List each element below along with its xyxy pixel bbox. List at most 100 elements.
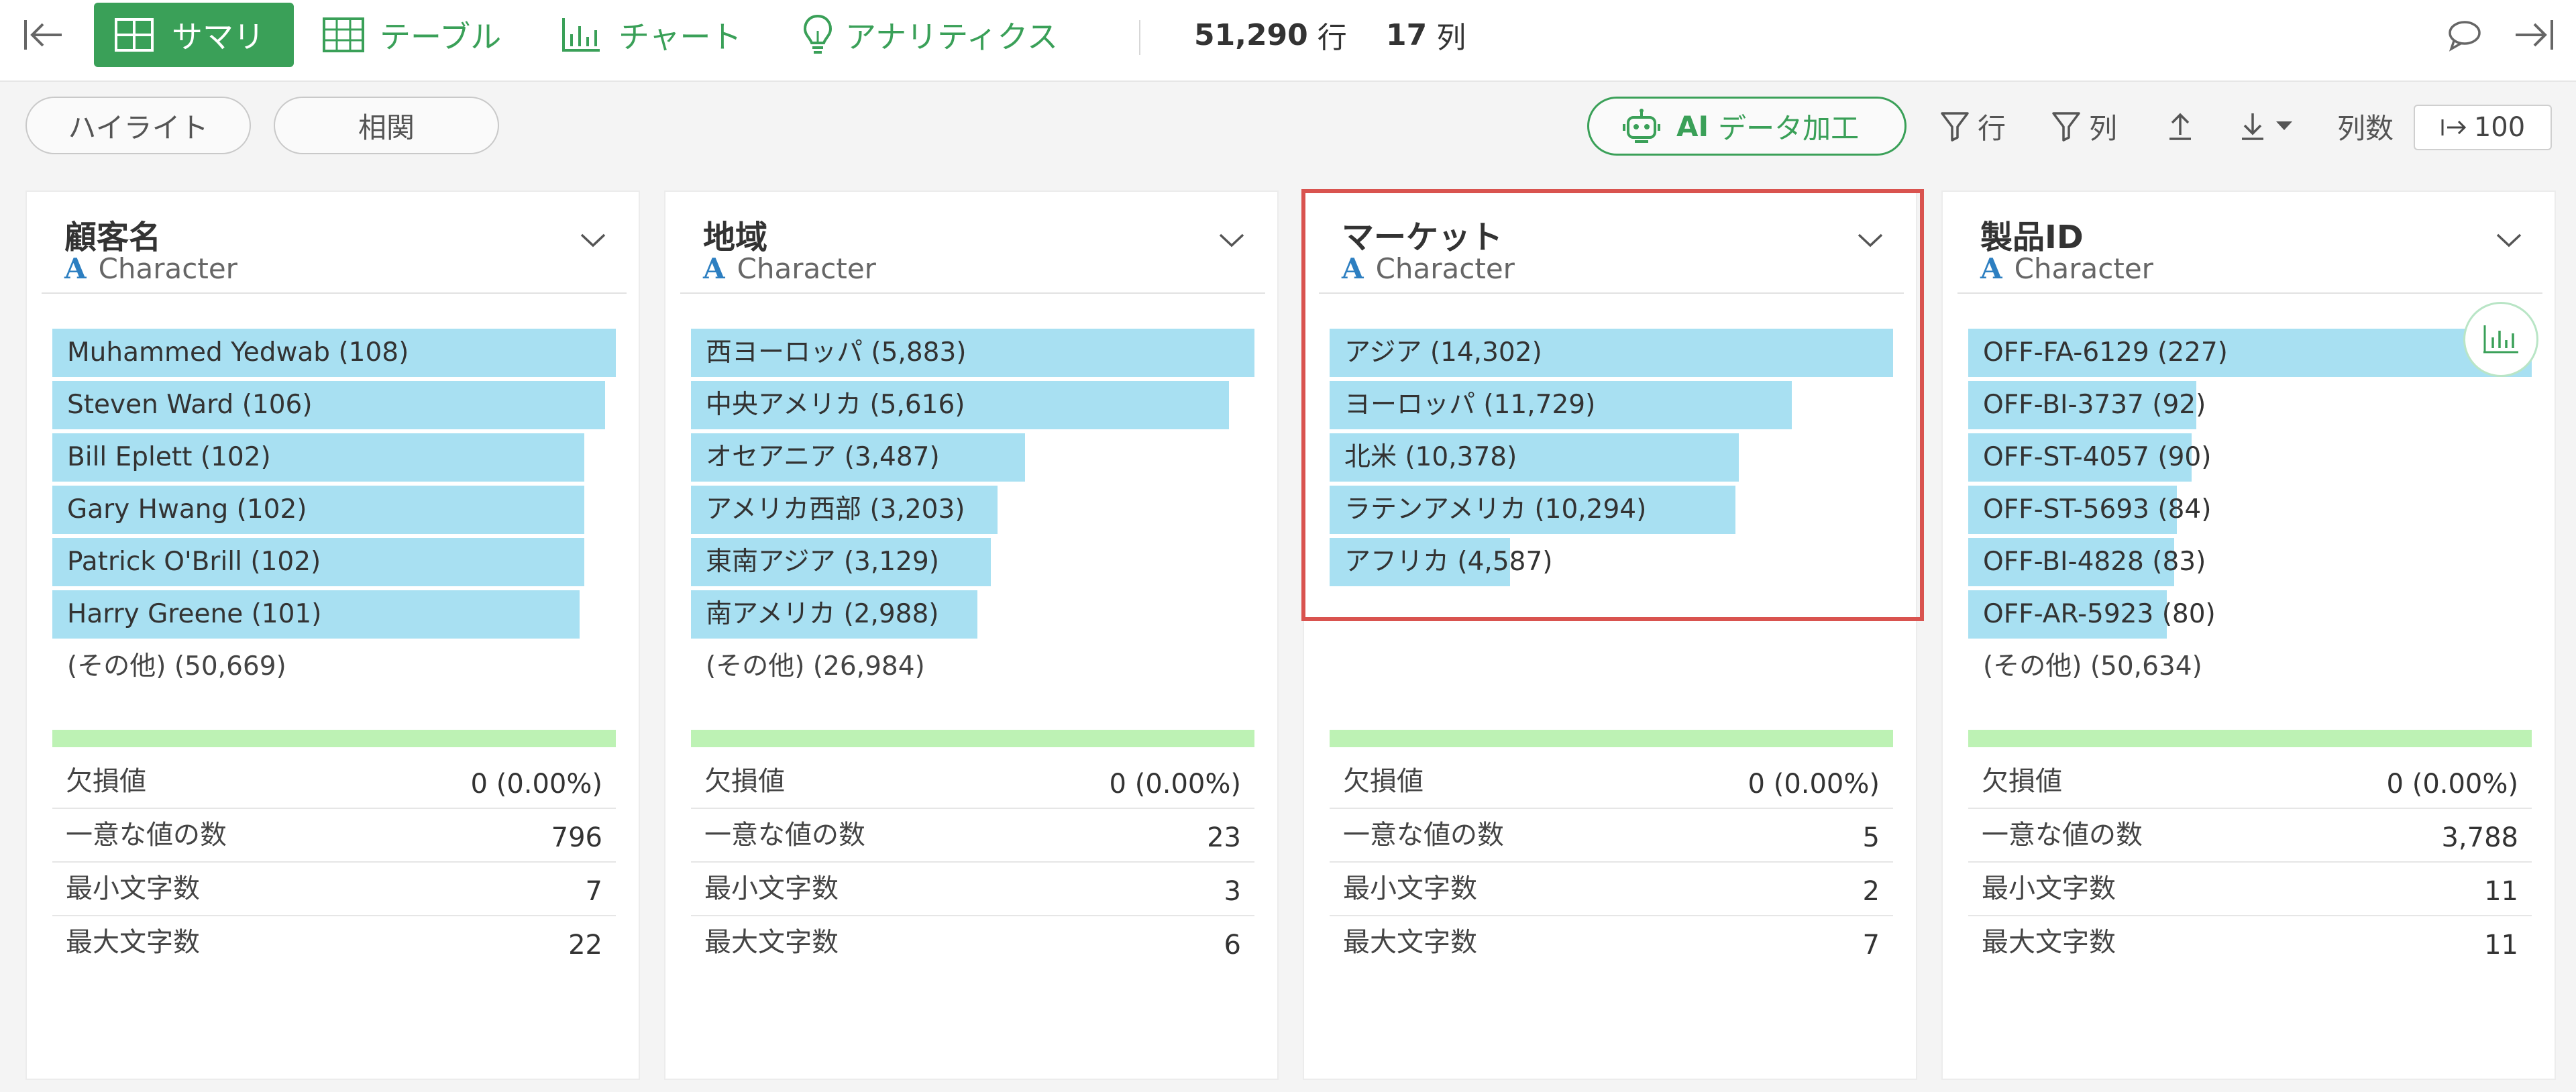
- frequency-bar-row[interactable]: Muhammed Yedwab (108): [52, 329, 616, 377]
- value-frequency-bars: 西ヨーロッパ (5,883) 中央アメリカ (5,616) オセアニア (3,487…: [691, 329, 1254, 691]
- row-count-unit: 行: [1317, 21, 1347, 55]
- chevron-down-icon[interactable]: [1218, 232, 1245, 251]
- stat-label: 一意な値の数: [1343, 820, 1504, 851]
- frequency-bar-label: Harry Greene (101): [67, 599, 322, 629]
- column-type: A Character: [703, 252, 876, 285]
- column-type-label: Character: [1375, 252, 1515, 285]
- tab-table-label: テーブル: [380, 19, 502, 55]
- frequency-bar-label: OFF-ST-4057 (90): [1983, 442, 2212, 472]
- value-frequency-bars: Muhammed Yedwab (108) Steven Ward (106) Bi…: [52, 329, 616, 691]
- frequency-bar-row[interactable]: OFF-BI-4828 (83): [1968, 538, 2532, 586]
- frequency-bar-label: 西ヨーロッパ (5,883): [706, 337, 967, 368]
- frequency-bar-row[interactable]: アフリカ (4,587): [1330, 538, 1893, 586]
- ai-data-wrangling-button[interactable]: AI データ加工: [1587, 97, 1907, 156]
- stat-value: 11: [2484, 876, 2518, 907]
- frequency-bar-row[interactable]: OFF-BI-3737 (92): [1968, 381, 2532, 429]
- stat-label: 欠損値: [1343, 766, 1424, 797]
- header-divider: [1957, 292, 2542, 294]
- tab-analytics[interactable]: アナリティクス: [802, 0, 1058, 70]
- robot-icon: [1623, 109, 1660, 143]
- value-frequency-bars: アジア (14,302) ヨーロッパ (11,729) 北米 (10,378) ラテン…: [1330, 329, 1893, 590]
- frequency-bar-row[interactable]: 西ヨーロッパ (5,883): [691, 329, 1254, 377]
- chevron-down-icon[interactable]: [2496, 232, 2522, 251]
- lightbulb-icon: [803, 14, 833, 54]
- frequency-bar-row[interactable]: 北米 (10,378): [1330, 433, 1893, 482]
- frequency-bar-row[interactable]: アメリカ西部 (3,203): [691, 486, 1254, 534]
- collapse-right-icon[interactable]: [2513, 0, 2556, 70]
- stat-value: 3: [1224, 876, 1241, 907]
- sort-ascending-icon[interactable]: [2167, 97, 2202, 156]
- character-type-icon: A: [1342, 252, 1364, 285]
- frequency-bar: [1968, 590, 2167, 639]
- frequency-bar-row[interactable]: アジア (14,302): [1330, 329, 1893, 377]
- frequency-bar-label: 北米 (10,378): [1344, 442, 1517, 472]
- frequency-bar-label: ラテンアメリカ (10,294): [1344, 494, 1647, 525]
- stat-row: 一意な値の数 796: [52, 809, 616, 863]
- column-name: 製品ID: [1980, 219, 2084, 256]
- tab-table[interactable]: テーブル: [322, 0, 501, 70]
- frequency-bar-row[interactable]: 南アメリカ (2,988): [691, 590, 1254, 639]
- frequency-bar-row[interactable]: ラテンアメリカ (10,294): [1330, 486, 1893, 534]
- stat-row: 最小文字数 2: [1330, 863, 1893, 916]
- frequency-bar-label: Muhammed Yedwab (108): [67, 337, 409, 368]
- frequency-bar-label: 中央アメリカ (5,616): [706, 390, 965, 420]
- column-count-value: 17: [1386, 17, 1428, 52]
- stat-value: 0 (0.00%): [1748, 769, 1880, 800]
- stat-label: 最大文字数: [704, 927, 839, 958]
- frequency-bar-row[interactable]: OFF-FA-6129 (227): [1968, 329, 2532, 377]
- column-type: A Character: [64, 252, 237, 285]
- correlation-button[interactable]: 相関: [274, 97, 499, 154]
- chevron-down-icon[interactable]: [580, 232, 606, 251]
- frequency-bar-row[interactable]: OFF-ST-4057 (90): [1968, 433, 2532, 482]
- filter-columns-button[interactable]: 列: [2051, 97, 2117, 156]
- frequency-bar-label: アフリカ (4,587): [1344, 547, 1553, 577]
- column-count-input[interactable]: 100: [2414, 105, 2552, 150]
- stat-value: 0 (0.00%): [2386, 769, 2518, 800]
- frequency-bar-row[interactable]: オセアニア (3,487): [691, 433, 1254, 482]
- tab-chart[interactable]: チャート: [561, 0, 742, 70]
- frequency-bar-row[interactable]: OFF-AR-5923 (80): [1968, 590, 2532, 639]
- stat-row: 一意な値の数 23: [691, 809, 1254, 863]
- frequency-bar: [1330, 381, 1792, 429]
- stat-label: 一意な値の数: [704, 820, 865, 851]
- stat-value: 6: [1224, 930, 1241, 961]
- comment-icon[interactable]: [2446, 0, 2483, 70]
- tab-summary[interactable]: サマリ: [94, 3, 294, 67]
- stat-label: 欠損値: [66, 766, 146, 797]
- frequency-bar: [691, 433, 1025, 482]
- column-statistics: 欠損値 0 (0.00%) 一意な値の数 3,788 最小文字数 11 最大文字数 11: [1968, 755, 2532, 969]
- stat-value: 5: [1862, 822, 1880, 853]
- column-type: A Character: [1342, 252, 1515, 285]
- chart-toggle-button[interactable]: [2463, 302, 2538, 377]
- filter-rows-button[interactable]: 行: [1940, 97, 2006, 156]
- frequency-bar-row[interactable]: Gary Hwang (102): [52, 486, 616, 534]
- character-type-icon: A: [1980, 252, 2002, 285]
- top-bar: サマリ テーブル チャート アナリティクス 51,290 行 17 列: [0, 0, 2576, 82]
- frequency-bar-row[interactable]: Bill Eplett (102): [52, 433, 616, 482]
- frequency-bar-row[interactable]: OFF-ST-5693 (84): [1968, 486, 2532, 534]
- filter-rows-label: 行: [1978, 111, 2006, 145]
- frequency-bar-row[interactable]: Steven Ward (106): [52, 381, 616, 429]
- frequency-bar: [691, 381, 1229, 429]
- frequency-bar-row[interactable]: Patrick O'Brill (102): [52, 538, 616, 586]
- frequency-bar: [52, 486, 584, 534]
- frequency-bar-label: OFF-AR-5923 (80): [1983, 599, 2216, 629]
- chevron-down-icon[interactable]: [1857, 232, 1884, 251]
- stat-row: 欠損値 0 (0.00%): [1968, 755, 2532, 809]
- stat-value: 796: [551, 822, 602, 853]
- frequency-bar: [52, 538, 584, 586]
- frequency-bar-label: オセアニア (3,487): [706, 442, 940, 472]
- frequency-bar-row[interactable]: Harry Greene (101): [52, 590, 616, 639]
- frequency-bar-row[interactable]: 東南アジア (3,129): [691, 538, 1254, 586]
- highlight-button[interactable]: ハイライト: [25, 97, 251, 154]
- sort-descending-dropdown[interactable]: [2239, 97, 2301, 156]
- frequency-bar-row[interactable]: 中央アメリカ (5,616): [691, 381, 1254, 429]
- filter-icon: [1941, 112, 1969, 142]
- collapse-left-icon[interactable]: [21, 0, 64, 70]
- stat-label: 最大文字数: [1982, 927, 2116, 958]
- filter-columns-label: 列: [2089, 111, 2118, 145]
- frequency-bar-label: 東南アジア (3,129): [706, 547, 939, 577]
- frequency-bar-label: Gary Hwang (102): [67, 494, 307, 525]
- stat-row: 欠損値 0 (0.00%): [1330, 755, 1893, 809]
- frequency-bar-row[interactable]: ヨーロッパ (11,729): [1330, 381, 1893, 429]
